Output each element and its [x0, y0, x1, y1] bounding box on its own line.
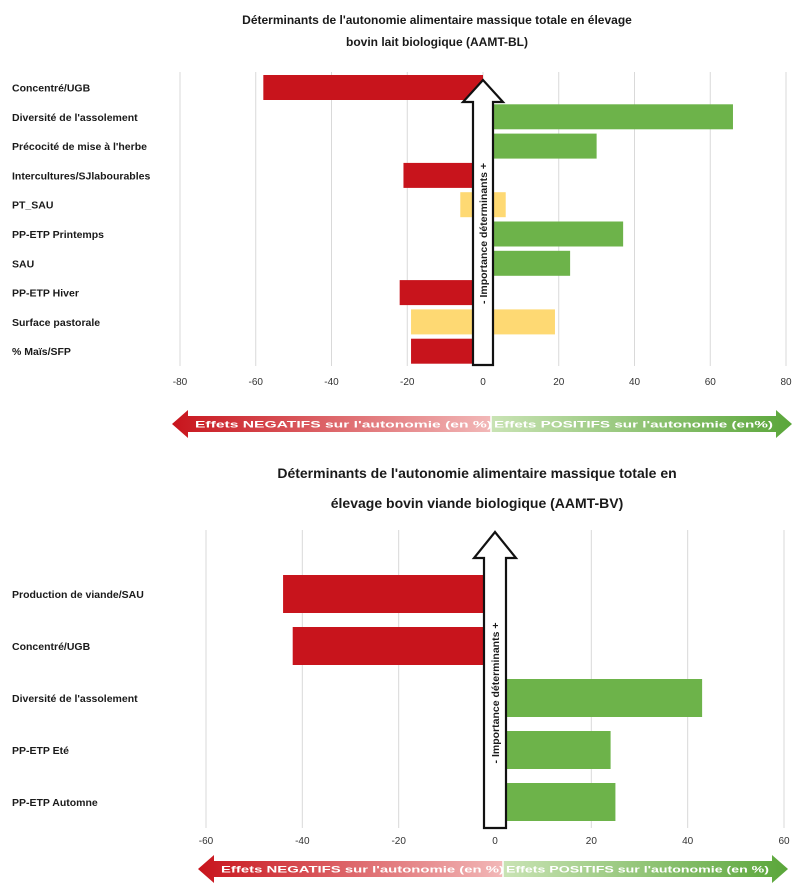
bar-positive	[483, 104, 733, 130]
category-label: Concentré/UGB	[12, 83, 91, 95]
x-tick-label: -40	[324, 377, 339, 388]
x-tick-label: 0	[492, 836, 498, 847]
x-tick-label: 40	[682, 836, 694, 847]
category-label: Diversité de l'assolement	[12, 693, 138, 705]
category-label: PP-ETP Eté	[12, 745, 69, 757]
bar-negative	[399, 280, 483, 306]
importance-arrow-label: - Importance déterminants +	[478, 163, 490, 304]
category-label: SAU	[12, 258, 34, 270]
category-label: Concentré/UGB	[12, 641, 91, 653]
category-label: Précocité de mise à l'herbe	[12, 141, 147, 153]
bar-negative	[292, 627, 495, 665]
x-tick-label: 60	[705, 377, 717, 388]
bar-negative	[283, 575, 495, 613]
chart-title-line: bovin lait biologique (AAMT-BL)	[346, 35, 528, 49]
negative-effect-label: Effets NEGATIFS sur l'autonomie (en %)	[195, 420, 492, 431]
category-label: PT_SAU	[12, 200, 53, 212]
positive-effect-label: Effets POSITIFS sur l'autonomie (en%)	[494, 420, 773, 431]
chart-title-line: élevage bovin viande biologique (AAMT-BV…	[331, 495, 623, 511]
bar-positive	[483, 250, 571, 276]
chart-title-line: Déterminants de l'autonomie alimentaire …	[242, 13, 632, 27]
chart-title-line: Déterminants de l'autonomie alimentaire …	[277, 465, 676, 481]
category-label: Production de viande/SAU	[12, 589, 144, 601]
bar-positive	[483, 133, 597, 159]
bar-positive	[495, 783, 616, 821]
importance-arrow	[460, 78, 506, 367]
bar-negative	[403, 162, 483, 188]
positive-effect-arrow	[503, 855, 788, 883]
x-tick-label: 20	[553, 377, 565, 388]
negative-effect-arrow	[172, 410, 491, 438]
positive-effect-label: Effets POSITIFS sur l'autonomie (en %)	[506, 865, 769, 876]
category-label: PP-ETP Automne	[12, 797, 98, 809]
category-label: Intercultures/SJlabourables	[12, 170, 150, 182]
category-label: Surface pastorale	[12, 317, 100, 329]
bar-positive	[495, 679, 703, 717]
importance-arrow-label: - Importance déterminants +	[490, 623, 502, 764]
x-tick-label: -40	[295, 836, 310, 847]
importance-arrow	[471, 530, 519, 830]
x-tick-label: 20	[586, 836, 598, 847]
x-tick-label: -60	[199, 836, 214, 847]
x-tick-label: -60	[249, 377, 264, 388]
bar-positive	[483, 221, 624, 247]
category-label: % Maïs/SFP	[12, 346, 71, 358]
bar-negative	[263, 75, 483, 100]
x-tick-label: 40	[629, 377, 641, 388]
x-tick-label: -20	[391, 836, 406, 847]
category-label: Diversité de l'assolement	[12, 112, 138, 124]
category-label: PP-ETP Printemps	[12, 229, 104, 241]
x-tick-label: 0	[480, 377, 486, 388]
category-label: PP-ETP Hiver	[12, 288, 79, 300]
negative-effect-arrow	[198, 855, 503, 883]
positive-effect-arrow	[491, 410, 792, 438]
x-tick-label: 60	[778, 836, 790, 847]
negative-effect-label: Effets NEGATIFS sur l'autonomie (en %)	[221, 865, 504, 876]
bar-positive	[495, 731, 611, 769]
bar-negative	[411, 338, 483, 364]
x-tick-label: -80	[173, 377, 188, 388]
x-tick-label: 80	[780, 377, 792, 388]
x-tick-label: -20	[400, 377, 415, 388]
